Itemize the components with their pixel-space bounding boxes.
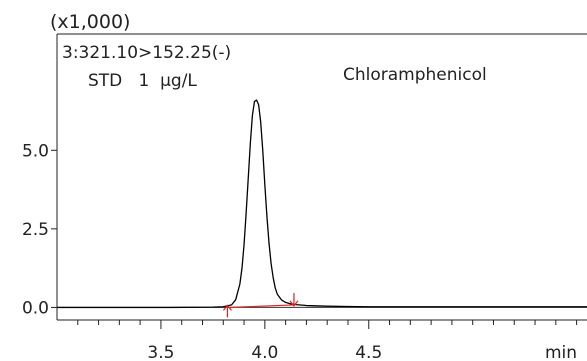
x-axis-unit-label: min — [545, 343, 577, 361]
integration-baseline — [227, 304, 294, 308]
x-tick-label: 3.5 — [147, 343, 174, 361]
y-tick-label: 2.5 — [22, 220, 49, 240]
y-tick-label: 5.0 — [22, 141, 49, 161]
peak-start-marker — [222, 304, 232, 318]
y-tick-label: 0.0 — [22, 298, 49, 318]
peak-end-marker — [289, 292, 299, 307]
x-tick-label: 4.5 — [355, 343, 382, 361]
chromatogram-trace — [57, 99, 587, 309]
channel-label: 3:321.10>152.25(-) — [62, 43, 231, 63]
peak-label: Chloramphenicol — [343, 65, 487, 85]
marker-head — [222, 304, 232, 311]
y-multiplier-label: (x1,000) — [50, 11, 130, 33]
marker-head — [289, 300, 299, 307]
sample-label: STD 1 μg/L — [88, 71, 197, 91]
x-tick-label: 4.0 — [251, 343, 278, 361]
